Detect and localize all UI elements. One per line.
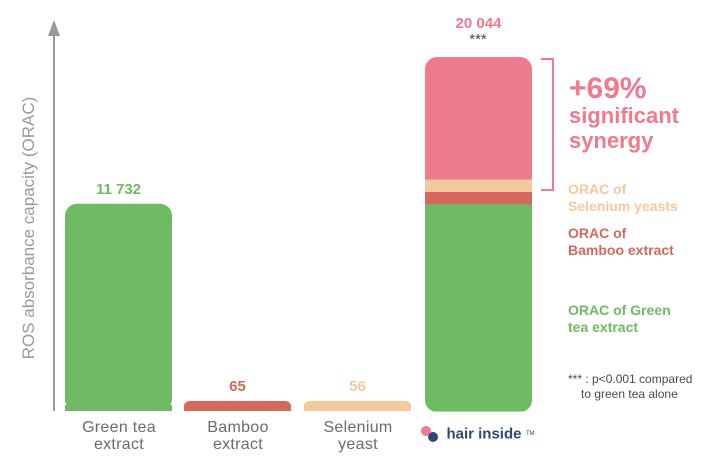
synergy-percent: +69% xyxy=(569,72,647,105)
greentea-annotation: ORAC of Green tea extract xyxy=(568,302,671,336)
category-label-green-tea: Green tea extract xyxy=(64,419,174,453)
bar-segment xyxy=(425,57,532,180)
selenium-annotation: ORAC of Selenium yeasts xyxy=(568,181,678,215)
value-label-bamboo: 65 xyxy=(229,378,246,395)
bar-base xyxy=(304,406,411,411)
bar-segment xyxy=(425,191,532,205)
footnote: *** : p<0.001 compared to green tea alon… xyxy=(568,372,692,402)
y-axis-arrow-icon xyxy=(48,20,60,36)
synergy-text-line2: synergy xyxy=(569,128,654,153)
greentea-annotation-line1: ORAC of Green xyxy=(568,302,671,318)
synergy-text-line1: significant xyxy=(569,103,680,128)
bar-segment xyxy=(65,203,172,411)
hairinside-logo-mark-icon xyxy=(421,426,438,442)
bar-base xyxy=(184,406,291,411)
greentea-annotation-line2: tea extract xyxy=(568,319,639,335)
bar-segment xyxy=(425,203,532,412)
value-label-hairinside: 20 044 xyxy=(456,15,503,32)
bar-base xyxy=(65,405,172,411)
logo-text: hair inside xyxy=(446,425,522,443)
category-label-line: extract xyxy=(93,436,145,453)
bamboo-annotation-line1: ORAC of xyxy=(568,225,627,241)
y-axis-label: ROS absorbance capacity (ORAC) xyxy=(19,97,38,360)
significance-marker: *** xyxy=(469,31,487,48)
footnote-line1: *** : p<0.001 compared xyxy=(568,372,693,386)
value-labels: 11 732 65 56 20 044 xyxy=(96,15,502,395)
category-label-line: Bamboo xyxy=(207,419,269,436)
logo-tm: TM xyxy=(525,431,535,437)
selenium-annotation-line2: Selenium yeasts xyxy=(568,198,678,214)
hairinside-logo: hair inside TM xyxy=(418,425,535,443)
bar-hairinside xyxy=(425,57,532,412)
category-label-line: extract xyxy=(212,436,264,453)
bamboo-annotation: ORAC of Bamboo extract xyxy=(568,225,674,259)
bar-selenium xyxy=(304,401,411,411)
category-label-selenium: Selenium yeast xyxy=(303,419,413,453)
category-label-line: yeast xyxy=(338,436,378,453)
bar-bamboo xyxy=(184,401,291,411)
synergy-bracket xyxy=(541,58,554,191)
category-label-bamboo: Bamboo extract xyxy=(183,419,293,453)
value-label-selenium: 56 xyxy=(349,378,366,395)
category-label-line: Selenium xyxy=(323,419,393,436)
category-label-line: Green tea xyxy=(82,419,156,436)
bars xyxy=(65,57,532,412)
footnote-line2: to green tea alone xyxy=(581,387,678,401)
selenium-annotation-line1: ORAC of xyxy=(568,181,627,197)
bamboo-annotation-line2: Bamboo extract xyxy=(568,242,674,258)
bar-green-tea xyxy=(65,203,172,411)
bar-segment xyxy=(425,179,532,192)
value-label-green-tea: 11 732 xyxy=(96,181,141,198)
